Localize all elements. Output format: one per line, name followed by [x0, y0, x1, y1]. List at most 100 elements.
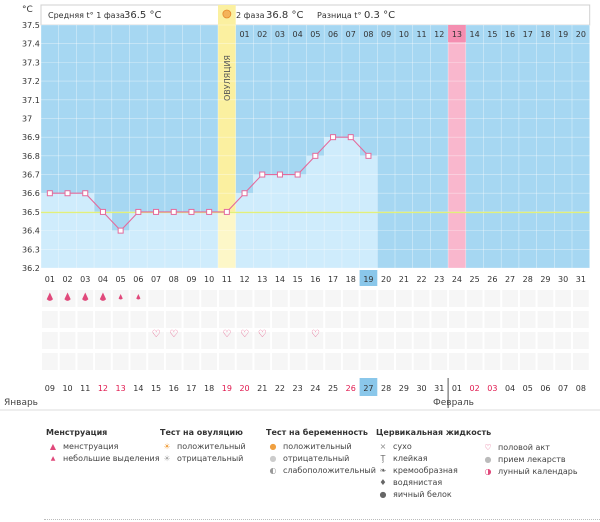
ovulation-label: ОВУЛЯЦИЯ: [223, 55, 232, 101]
calendar-day-label: 16: [169, 384, 179, 393]
phase2-value: 36.8 °C: [266, 10, 303, 21]
marker-cell: [519, 353, 536, 370]
legend-item: сухо: [393, 441, 412, 451]
marker-cell: [342, 332, 359, 349]
marker-cell: [466, 311, 483, 328]
marker-cell: [183, 332, 200, 349]
marker-cell: [413, 311, 430, 328]
marker-cell: [466, 290, 483, 307]
y-tick-label: 37: [22, 114, 32, 123]
legend-item: слабоположительный: [283, 465, 376, 475]
cycle-day-label: 23: [434, 275, 444, 284]
legend-item: яичный белок: [393, 489, 452, 499]
temp-column: [129, 211, 148, 268]
marker-cell: [112, 353, 129, 370]
temperature-point: [294, 171, 301, 178]
marker-cell: [378, 290, 394, 307]
menstruation-mark: [82, 292, 89, 301]
calendar-day-label: 11: [80, 384, 90, 393]
legend-item: небольшие выделения: [63, 453, 160, 463]
temperature-point: [312, 152, 319, 159]
legend-item: лунный календарь: [498, 466, 578, 476]
calendar-day-label: 19: [222, 384, 232, 393]
calendar-day-label: 30: [416, 384, 426, 393]
legend-item: отрицательный: [177, 453, 244, 463]
temperature-point: [64, 190, 71, 197]
marker-cell: [484, 332, 501, 349]
sun-icon: ☀: [163, 441, 171, 451]
calendar-day-label: 20: [239, 384, 249, 393]
drop-icon: ▲: [49, 441, 57, 451]
cycle-day-label: 10: [204, 275, 214, 284]
y-unit-label: °C: [22, 5, 33, 15]
y-tick-label: 37.5: [22, 21, 40, 30]
heart-icon: ♡: [484, 442, 492, 452]
temperature-point: [135, 208, 142, 215]
marker-cell: [325, 353, 341, 370]
calendar-day-label: 15: [151, 384, 161, 393]
temperature-point: [347, 134, 354, 141]
phase1-value: 36.5 °C: [124, 10, 161, 21]
marker-cell: [236, 353, 253, 370]
marker-cell: [484, 290, 501, 307]
cycle-day-label: 09: [186, 275, 196, 284]
y-tick-label: 37.3: [22, 58, 40, 67]
intercourse-mark: ♡: [222, 329, 231, 340]
marker-cell: [360, 353, 377, 370]
today-highlight: [359, 378, 378, 396]
marker-cell: [413, 290, 430, 307]
calendar-day-label: 28: [381, 384, 391, 393]
marker-cell: [466, 332, 483, 349]
cycle-day-label: 07: [151, 275, 161, 284]
temperature-point: [170, 208, 177, 215]
y-tick-label: 36.2: [22, 264, 40, 273]
temp-column: [271, 174, 289, 268]
intercourse-mark: ♡: [152, 329, 161, 340]
marker-cell: [112, 311, 129, 328]
calendar-day-label: 01: [452, 384, 462, 393]
temp-column: [253, 174, 272, 268]
creamy-icon: ❧: [379, 465, 387, 475]
marker-cell: [555, 353, 571, 370]
legend-item: водянистая: [393, 477, 443, 487]
marker-cell: [484, 353, 501, 370]
small-drop-icon: ▲: [50, 454, 56, 462]
ovulation-column: [218, 5, 236, 268]
legend-item: положительный: [177, 441, 246, 451]
cycle-day-label: 26: [487, 275, 497, 284]
moon-icon: ◑: [484, 466, 492, 476]
legend-pregnancy-test: Тест на беременность ● положительный ● отр…: [266, 428, 376, 476]
marker-cell: [201, 353, 217, 370]
calendar-day-label: 02: [470, 384, 480, 393]
marker-cell: [537, 332, 554, 349]
temperature-point: [330, 134, 337, 141]
cross-icon: ×: [379, 441, 387, 451]
calendar-day-label: 13: [116, 384, 126, 393]
calendar-day-label: 10: [62, 384, 72, 393]
bbt-chart: 36.2 36.3 36.4 36.5 36.6 36.7 36.8 36.9 37 37.1 37…: [0, 4, 600, 411]
marker-cell: [396, 332, 412, 349]
calendar-day-label: 12: [98, 384, 108, 393]
calendar-day-label: 03: [487, 384, 497, 393]
marker-cell: [112, 332, 129, 349]
sun-icon: [222, 9, 232, 19]
calendar-day-label: 22: [275, 384, 285, 393]
marker-cell: [325, 332, 341, 349]
marker-cell: [148, 353, 164, 370]
marker-cell: [555, 332, 571, 349]
marker-cell: [519, 332, 536, 349]
cycle-day-label: 12: [239, 275, 249, 284]
calendar-day-label: 27: [363, 384, 373, 393]
marker-cell: [289, 311, 306, 328]
marker-cell: [502, 353, 518, 370]
calendar-day-label: 04: [505, 384, 515, 393]
temperature-point: [223, 208, 230, 215]
circle-weak-icon: ◐: [269, 465, 277, 475]
y-tick-label: 37.4: [22, 40, 40, 49]
cycle-day-label: 16: [310, 275, 320, 284]
marker-cell: [236, 332, 253, 349]
calendar-day-label: 23: [293, 384, 303, 393]
cycle-day-label: 24: [452, 275, 462, 284]
temp-column: [288, 174, 307, 268]
cycle-day-label: 30: [558, 275, 568, 284]
